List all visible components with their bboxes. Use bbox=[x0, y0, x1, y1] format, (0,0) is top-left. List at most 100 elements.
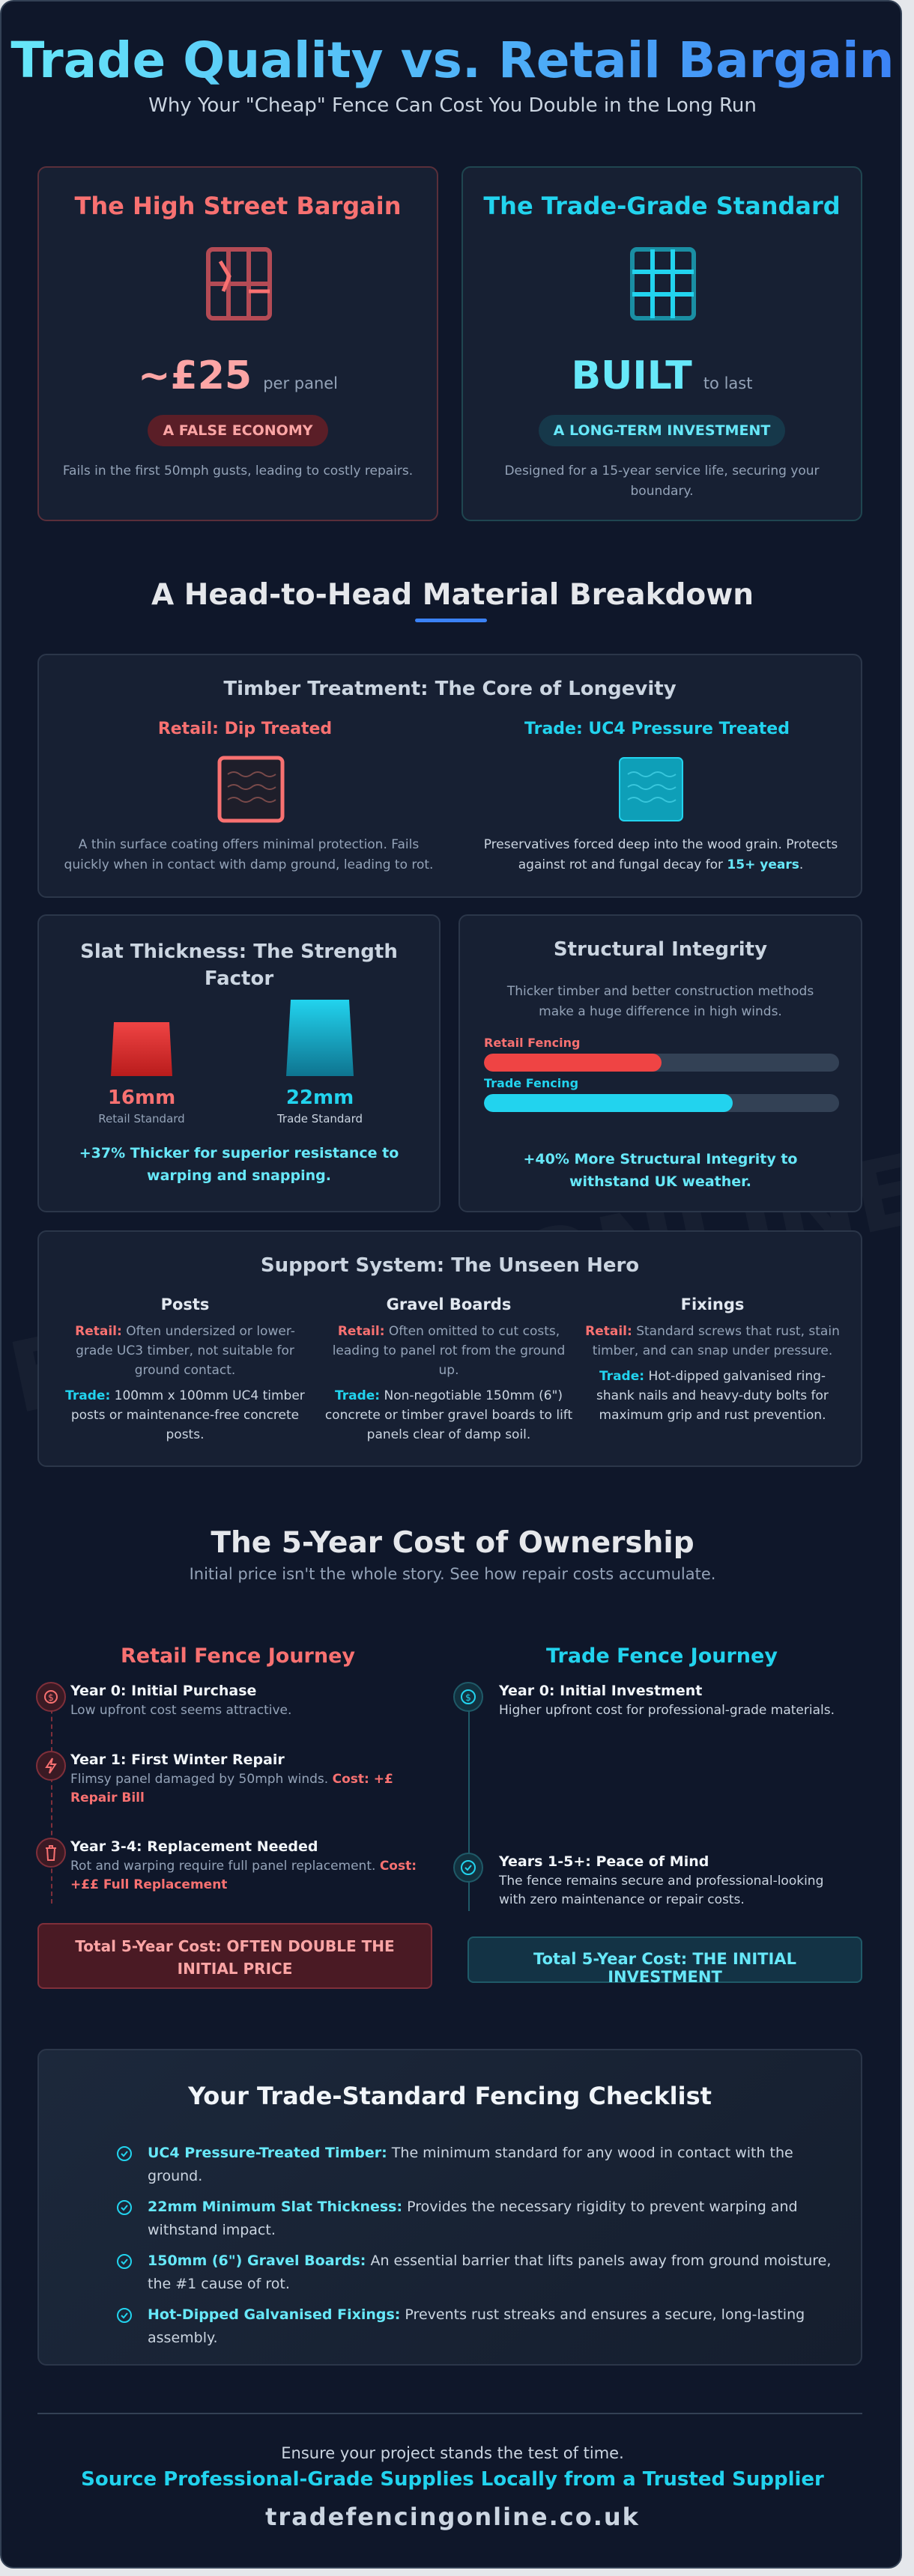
check-label: Hot-Dipped Galvanised Fixings: bbox=[148, 2306, 401, 2323]
subtitle: Why Your "Cheap" Fence Can Cost You Doub… bbox=[148, 94, 757, 117]
step-desc: Flimsy panel damaged by 50mph winds. bbox=[70, 1772, 333, 1787]
text: Non-negotiable 150mm (6") concrete or ti… bbox=[324, 1388, 573, 1442]
retail-text: Retail: Standard screws that rust, stain… bbox=[585, 1322, 840, 1361]
timeline-step: Year 0: Initial Purchase Low upfront cost… bbox=[70, 1682, 423, 1720]
checklist-card: Your Trade-Standard Fencing Checklist UC… bbox=[37, 2049, 862, 2366]
bar-fill bbox=[484, 1094, 733, 1112]
check-text: An essential barrier that lifts panels a… bbox=[148, 2253, 832, 2292]
card-title: The High Street Bargain bbox=[74, 192, 402, 220]
retail-text: Retail: Often omitted to cut costs, lead… bbox=[321, 1322, 576, 1380]
card-title: Structural Integrity bbox=[553, 938, 768, 961]
support-card: Support System: The Unseen Hero Posts Ret… bbox=[37, 1230, 862, 1467]
note: +40% More Structural Integrity to withst… bbox=[523, 1151, 798, 1190]
timeline-dot bbox=[453, 1853, 483, 1883]
label: Retail Standard bbox=[98, 1112, 185, 1126]
slat-22mm bbox=[286, 1000, 354, 1076]
desc: Thicker timber and better construction m… bbox=[506, 984, 814, 1019]
timeline-line bbox=[51, 1686, 52, 1904]
step-title: Year 3-4: Replacement Needed bbox=[70, 1838, 318, 1855]
check-label: 150mm (6") Gravel Boards: bbox=[148, 2253, 366, 2269]
label: Trade: UC4 Pressure Treated bbox=[524, 720, 790, 738]
step-desc: Low upfront cost seems attractive. bbox=[70, 1703, 292, 1718]
step-cost: Cost: +££ Full Replacement bbox=[70, 1859, 417, 1892]
support-column: Posts Retail: Often undersized or lower-g… bbox=[58, 1295, 312, 1445]
built: BUILT bbox=[571, 353, 692, 398]
support-column: Fixings Retail: Standard screws that rust… bbox=[585, 1295, 840, 1425]
timeline-step: Years 1-5+: Peace of Mind The fence remai… bbox=[499, 1853, 851, 1910]
text: Often omitted to cut costs, leading to p… bbox=[332, 1324, 566, 1378]
step-desc: Rot and warping require full panel repla… bbox=[70, 1859, 380, 1874]
bar-track bbox=[484, 1054, 839, 1072]
pill: A LONG-TERM INVESTMENT bbox=[538, 415, 786, 446]
footer-site: tradefencingonline.co.uk bbox=[265, 2503, 640, 2531]
step-title: Year 0: Initial Investment bbox=[499, 1683, 703, 1699]
unit: per panel bbox=[263, 374, 339, 392]
bar-track bbox=[484, 1094, 839, 1112]
column-title: Gravel Boards bbox=[386, 1295, 512, 1313]
check-text: Provides the necessary rigidity to preve… bbox=[148, 2199, 798, 2238]
card-title: The Trade-Grade Standard bbox=[483, 192, 841, 220]
check-label: UC4 Pressure-Treated Timber: bbox=[148, 2145, 387, 2161]
pressure-icon bbox=[619, 757, 683, 821]
highlight: 15+ years bbox=[727, 857, 799, 872]
timeline-dot: $ bbox=[36, 1682, 66, 1712]
retail-text: Retail: Often undersized or lower-grade … bbox=[58, 1322, 312, 1380]
check-icon bbox=[116, 2253, 133, 2270]
label: Trade Standard bbox=[276, 1112, 363, 1126]
check-text: Prevents rust streaks and ensures a secu… bbox=[148, 2306, 805, 2346]
timber-card: Timber Treatment: The Core of Longevity … bbox=[37, 654, 862, 898]
check-icon bbox=[116, 2145, 133, 2162]
trade-text: Trade: Hot-dipped galvanised ring-shank … bbox=[585, 1367, 840, 1425]
desc: Preservatives forced deep into the wood … bbox=[473, 835, 848, 875]
check-item: 150mm (6") Gravel Boards: An essential b… bbox=[148, 2250, 852, 2296]
timeline-dot bbox=[36, 1838, 66, 1868]
value: 22mm bbox=[285, 1087, 354, 1109]
timeline-line bbox=[468, 1686, 470, 1911]
timeline-dot: $ bbox=[453, 1682, 483, 1712]
section-heading: The 5-Year Cost of Ownership bbox=[211, 1526, 694, 1560]
text: Preservatives forced deep into the wood … bbox=[483, 837, 838, 872]
card-desc: Fails in the first 50mph gusts, leading … bbox=[62, 464, 414, 479]
text: . bbox=[799, 857, 804, 872]
note: +37% Thicker for superior resistance to … bbox=[79, 1145, 399, 1184]
step-cost: Cost: +£ Repair Bill bbox=[70, 1772, 393, 1805]
card-title: Slat Thickness: The Strength Factor bbox=[80, 941, 398, 990]
check-icon bbox=[116, 2199, 133, 2216]
trade-text: Trade: Non-negotiable 150mm (6") concret… bbox=[321, 1386, 576, 1445]
label: Retail: bbox=[585, 1324, 632, 1339]
dip-icon bbox=[217, 756, 285, 823]
card-title: Timber Treatment: The Core of Longevity bbox=[223, 678, 677, 700]
footer-cta: Source Professional-Grade Supplies Local… bbox=[81, 2468, 824, 2491]
broken-fence-icon bbox=[206, 247, 272, 321]
column-title: Posts bbox=[160, 1295, 210, 1313]
journey-title: Trade Fence Journey bbox=[546, 1644, 778, 1668]
unit: to last bbox=[703, 374, 753, 392]
retail-card: The High Street Bargain ~£25 per panel A… bbox=[37, 166, 438, 521]
timeline-step: Year 3-4: Replacement Needed Rot and warp… bbox=[70, 1838, 423, 1895]
price-row: ~£25 per panel bbox=[39, 353, 437, 398]
underline bbox=[415, 619, 487, 622]
svg-text:$: $ bbox=[48, 1692, 54, 1703]
trade-text: Trade: 100mm x 100mm UC4 timber posts or… bbox=[58, 1386, 312, 1445]
slat-card: Slat Thickness: The Strength Factor 16mm… bbox=[37, 914, 441, 1212]
text: Standard screws that rust, stain timber,… bbox=[592, 1324, 840, 1358]
timeline-dot bbox=[36, 1751, 66, 1781]
label: Retail: bbox=[75, 1324, 122, 1339]
trade-card: The Trade-Grade Standard BUILT to last A… bbox=[461, 166, 862, 521]
fence-icon bbox=[630, 247, 696, 321]
label: Retail: Dip Treated bbox=[157, 720, 333, 738]
label: Trade: bbox=[334, 1388, 381, 1403]
bar-label: Retail Fencing bbox=[484, 1036, 581, 1050]
check-label: 22mm Minimum Slat Thickness: bbox=[148, 2199, 403, 2215]
footer-line: Ensure your project stands the test of t… bbox=[281, 2444, 624, 2462]
text: 100mm x 100mm UC4 timber posts or mainte… bbox=[70, 1388, 305, 1442]
check-item: 22mm Minimum Slat Thickness: Provides th… bbox=[148, 2196, 852, 2242]
card-desc: Designed for a 15-year service life, sec… bbox=[504, 464, 820, 499]
step-desc: Higher upfront cost for professional-gra… bbox=[499, 1703, 835, 1718]
text: Often undersized or lower-grade UC3 timb… bbox=[76, 1324, 295, 1378]
label: Trade: bbox=[65, 1388, 111, 1403]
label: Retail: bbox=[337, 1324, 385, 1339]
timeline-step: Year 1: First Winter Repair Flimsy panel … bbox=[70, 1751, 423, 1808]
desc: A thin surface coating offers minimal pr… bbox=[64, 837, 434, 872]
svg-text:$: $ bbox=[465, 1692, 471, 1703]
